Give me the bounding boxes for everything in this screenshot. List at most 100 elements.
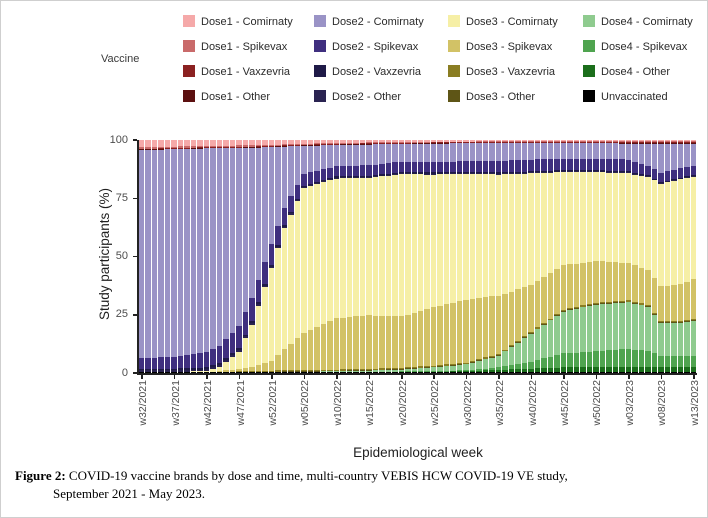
bar-segment: [502, 350, 508, 352]
bar-segment: [418, 174, 424, 311]
bar-segment: [307, 371, 314, 373]
bar-segment: [534, 368, 541, 373]
bar-segment: [216, 140, 223, 146]
bar-segment: [489, 367, 495, 371]
bar-segment: [495, 141, 502, 143]
bar-segment: [353, 372, 359, 373]
bar-segment: [645, 367, 651, 373]
bar-segment: [268, 244, 275, 266]
bar-segment: [463, 363, 469, 365]
bar-segment: [560, 265, 567, 310]
bar-segment: [671, 321, 677, 323]
bar-segment: [645, 305, 651, 307]
x-tick-mark: [595, 375, 598, 379]
bar-segment: [684, 355, 690, 368]
bar-segment: [645, 140, 651, 142]
caption-label: Figure 2:: [15, 468, 66, 483]
bar-segment: [619, 300, 625, 302]
bar-segment: [418, 143, 424, 162]
bar-segment: [528, 171, 534, 173]
legend-swatch: [183, 65, 195, 77]
bar-segment: [599, 142, 606, 144]
bar-segment: [281, 225, 288, 227]
bar-segment: [353, 316, 359, 370]
bar-segment: [379, 142, 385, 144]
bar-segment: [573, 141, 580, 142]
bar-segment: [405, 172, 411, 174]
bar-segment: [606, 170, 612, 172]
bar-segment: [392, 162, 398, 173]
bar-segment: [249, 372, 255, 373]
bar-segment: [210, 348, 216, 366]
bar-segment: [482, 370, 489, 373]
bar-segment: [541, 143, 547, 160]
bar-segment: [359, 369, 366, 371]
x-tick-mark: [271, 375, 273, 379]
bar-segment: [139, 147, 145, 149]
legend-item-label: Unvaccinated: [601, 91, 668, 103]
bar-segment: [392, 172, 398, 175]
stacked-bar: [684, 140, 690, 373]
bar-segment: [677, 140, 684, 142]
bar-segment: [664, 322, 671, 324]
bar-segment: [418, 140, 424, 142]
stacked-bar: [554, 140, 560, 373]
bar-segment: [353, 142, 359, 144]
legend-item-label: Dose4 - Other: [601, 66, 671, 78]
bar-segment: [333, 144, 340, 166]
bar-segment: [664, 142, 671, 143]
y-tick-mark: [133, 255, 137, 258]
bar-segment: [177, 370, 184, 372]
bar-segment: [320, 181, 327, 183]
bar-segment: [580, 143, 586, 159]
bar-segment: [151, 368, 158, 371]
stacked-bar: [645, 140, 651, 373]
bar-segment: [372, 370, 379, 372]
bar-segment: [327, 369, 333, 371]
bar-segment: [690, 320, 696, 356]
x-tick-mark: [465, 375, 468, 379]
bar-segment: [379, 163, 385, 175]
bar-segment: [606, 350, 612, 368]
bar-segment: [502, 293, 508, 350]
bar-segment: [651, 367, 658, 373]
bar-segment: [430, 173, 437, 175]
bar-segment: [171, 372, 177, 373]
bar-segment: [528, 159, 534, 172]
bar-segment: [593, 141, 599, 142]
bar-segment: [508, 346, 515, 347]
bar-segment: [690, 372, 696, 373]
bar-segment: [476, 372, 482, 373]
bar-segment: [684, 178, 690, 282]
bar-segment: [482, 358, 489, 360]
stacked-bar: [385, 140, 392, 373]
bar-segment: [372, 372, 379, 373]
bar-segment: [671, 169, 677, 180]
bar-segment: [528, 141, 534, 142]
bar-segment: [177, 149, 184, 357]
bar-segment: [268, 147, 275, 245]
bar-segment: [151, 146, 158, 149]
bar-segment: [463, 299, 469, 363]
bar-segment: [638, 175, 645, 268]
stacked-bar: [366, 140, 372, 373]
bar-segment: [301, 186, 307, 189]
bar-segment: [554, 314, 560, 316]
bar-segment: [495, 355, 502, 356]
bar-segment: [502, 143, 508, 161]
stacked-bar: [632, 140, 638, 373]
bar-segment: [158, 146, 164, 149]
bar-segment: [677, 322, 684, 324]
bar-segment: [554, 372, 560, 373]
bar-segment: [430, 174, 437, 308]
bar-segment: [262, 262, 268, 284]
bar-segment: [314, 372, 320, 373]
bar-segment: [677, 168, 684, 178]
bar-segment: [625, 142, 632, 144]
bar-segment: [495, 369, 502, 373]
bar-segment: [489, 142, 495, 143]
bar-segment: [229, 145, 236, 147]
legend-swatch: [583, 65, 595, 77]
y-axis-line: [137, 140, 139, 374]
bar-segment: [307, 185, 314, 187]
